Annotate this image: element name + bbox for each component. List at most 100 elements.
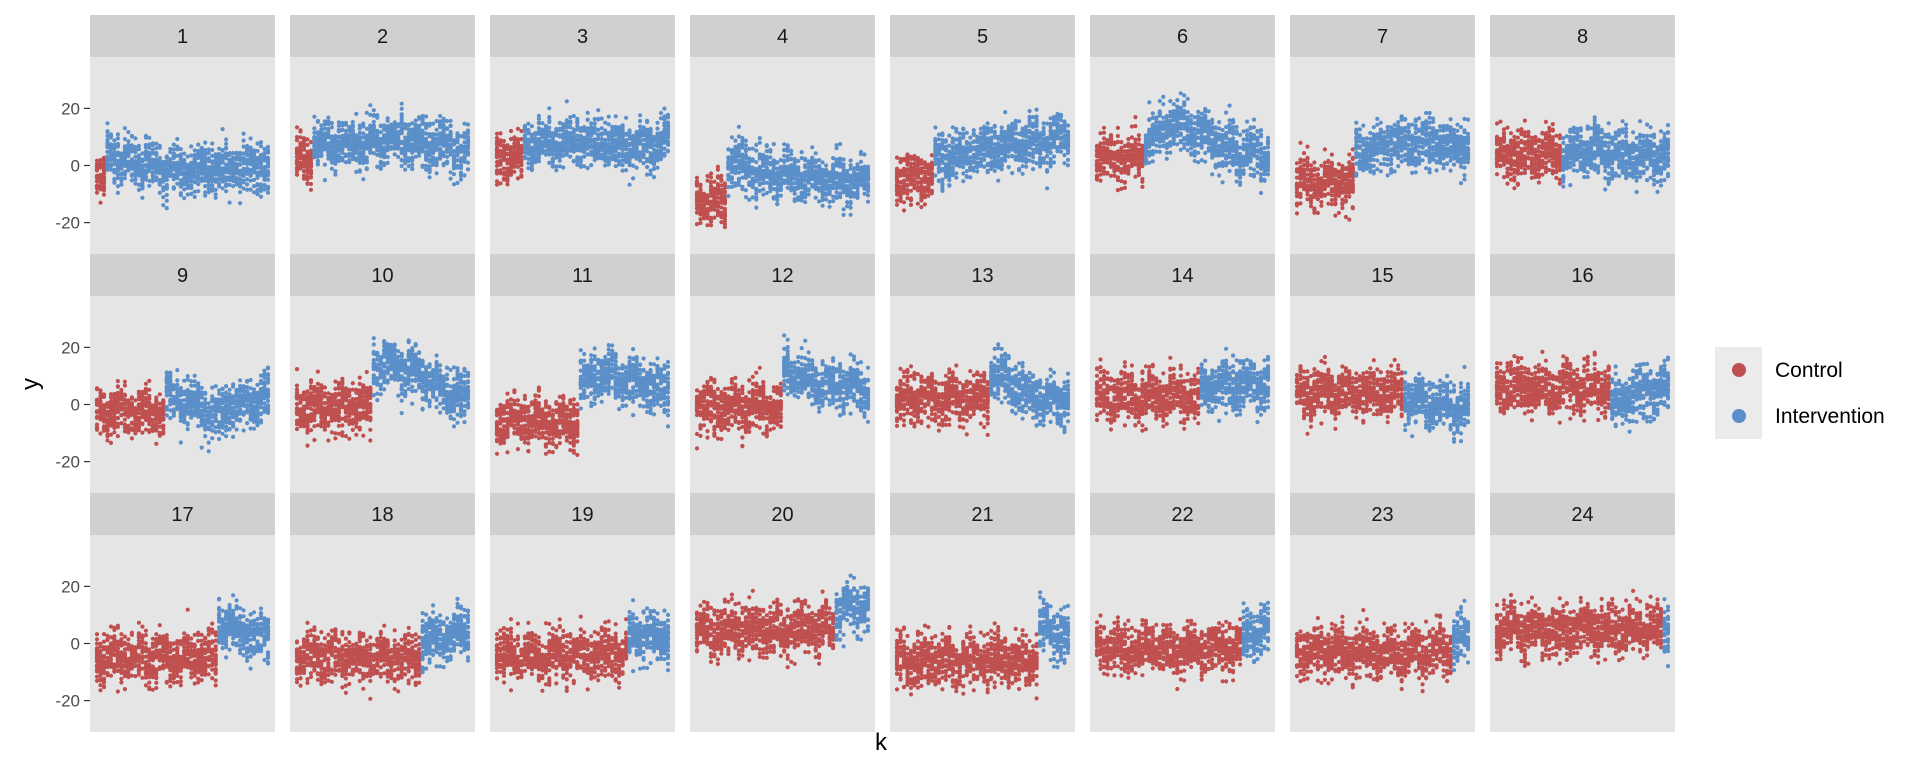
intervention-point [115,132,120,137]
intervention-point [775,194,780,199]
intervention-point [441,116,446,121]
control-point [298,150,303,155]
intervention-point [933,125,938,130]
intervention-point [536,140,542,145]
control-point [519,161,524,167]
intervention-point [248,173,253,178]
intervention-point [126,161,131,166]
intervention-point [451,159,457,164]
intervention-point [350,120,355,125]
intervention-point [147,145,152,150]
intervention-point [126,142,131,147]
intervention-point [136,170,141,175]
intervention-point [858,159,864,164]
control-point [708,184,714,189]
intervention-point [645,120,650,125]
intervention-point [224,145,229,151]
intervention-point [624,115,629,120]
intervention-point [641,152,646,157]
intervention-point [427,169,432,174]
intervention-point [122,171,127,176]
intervention-point [150,147,155,152]
intervention-point [757,136,762,141]
intervention-point [831,198,836,204]
control-point [708,175,714,180]
intervention-point [431,121,436,126]
intervention-point [782,158,787,163]
intervention-point [522,155,528,161]
intervention-point [333,161,338,166]
intervention-point [658,142,664,147]
intervention-point [754,148,759,153]
intervention-point [115,175,120,181]
intervention-point [265,156,271,161]
intervention-point [147,163,152,168]
intervention-point [799,156,804,161]
intervention-point [803,195,808,200]
intervention-point [189,186,194,191]
control-point [98,158,103,163]
intervention-point [665,115,671,120]
intervention-point [265,160,271,165]
intervention-point [157,155,162,161]
intervention-point [820,178,825,184]
intervention-point [848,201,853,206]
intervention-point [368,103,373,108]
intervention-point [322,140,327,145]
intervention-point [213,192,218,197]
intervention-point [140,151,145,156]
intervention-point [655,120,660,125]
intervention-point [448,129,453,134]
intervention-point [255,148,260,154]
intervention-point [392,126,397,132]
intervention-point [258,140,264,145]
intervention-point [662,106,667,111]
intervention-point [403,167,408,172]
intervention-point [729,176,735,181]
intervention-point [385,154,390,160]
intervention-point [164,177,169,182]
intervention-point [754,197,759,202]
intervention-point [954,175,959,180]
intervention-point [108,135,114,140]
intervention-point [424,163,429,168]
intervention-point [329,125,334,130]
intervention-point [540,121,545,126]
control-point [908,198,914,203]
control-point [101,188,107,193]
intervention-point [810,145,815,150]
intervention-point [803,183,808,188]
intervention-point [140,166,145,172]
intervention-point [105,155,110,160]
intervention-point [662,117,667,122]
control-point [926,186,931,191]
intervention-point [150,172,155,177]
intervention-point [224,170,229,175]
control-point [698,220,703,226]
intervention-point [122,136,127,142]
intervention-point [743,195,749,200]
intervention-point [599,126,604,131]
intervention-point [627,130,632,135]
intervention-point [336,120,341,125]
intervention-point [343,120,348,125]
intervention-point [789,148,794,153]
intervention-point [445,126,450,131]
intervention-point [224,182,229,187]
intervention-point [171,173,176,179]
intervention-point [933,173,938,178]
intervention-point [831,166,836,171]
intervention-point [568,125,573,130]
facet-strip-label: 1 [177,26,188,48]
intervention-point [750,157,755,162]
intervention-point [357,130,362,135]
intervention-point [865,199,871,204]
intervention-point [831,177,836,183]
intervention-point [662,146,667,151]
intervention-point [196,182,201,187]
intervention-point [105,143,110,148]
intervention-point [431,133,436,138]
intervention-point [164,206,169,211]
intervention-point [213,187,218,192]
intervention-point [848,158,853,163]
